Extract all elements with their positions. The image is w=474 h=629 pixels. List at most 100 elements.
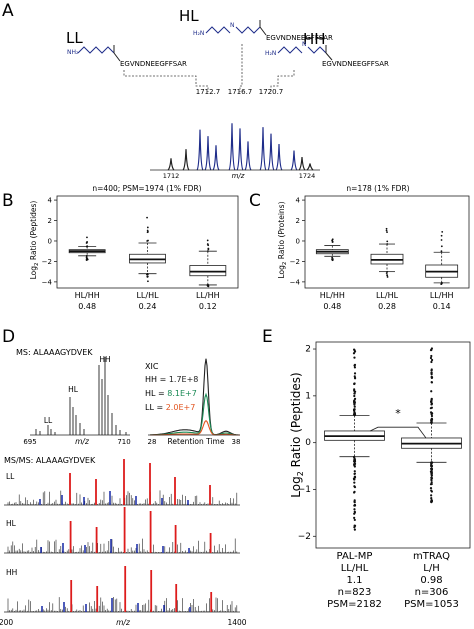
box <box>189 265 227 277</box>
panel-a-letter: A <box>2 1 14 21</box>
structure-hh-peptide: EGVNDNEEGFFSAR <box>322 60 389 68</box>
structure-hh-n: N <box>302 41 307 48</box>
outlier-point <box>386 274 389 277</box>
y-tick-label: 0 <box>305 438 311 448</box>
ms1-spectrum <box>167 123 314 171</box>
ms1-xlabel: m/z <box>232 172 245 180</box>
outlier-point <box>147 280 149 283</box>
outlier-point <box>430 479 433 482</box>
xic-tick-28: 28 <box>148 438 157 446</box>
y-tick-label: −2 <box>290 258 300 266</box>
category-label: PAL-MP <box>337 551 373 562</box>
outlier-point <box>429 487 433 490</box>
msms-xlabel: m/z <box>116 618 131 627</box>
outlier-point <box>430 376 434 379</box>
outlier-point <box>386 231 388 234</box>
outlier-point <box>429 356 433 360</box>
outlier-point <box>147 239 149 242</box>
structure-ll-peptide: EGVNDNEEGFFSAR <box>120 60 187 68</box>
outlier-point <box>430 360 433 364</box>
y-tick-label: 0 <box>48 237 52 245</box>
isotope-peak <box>306 163 314 171</box>
outlier-point <box>353 475 357 478</box>
msms-tick-200: 200 <box>0 618 13 627</box>
msms-row-ll: LL <box>6 472 15 481</box>
outlier-point <box>430 482 433 486</box>
outlier-point <box>353 392 356 395</box>
outlier-point <box>440 234 443 237</box>
outlier-point <box>353 472 356 475</box>
ms-peak-ll: LL <box>44 416 53 425</box>
outlier-point <box>430 369 433 372</box>
msms-label: MS/MS: ALAAAGYDVEK <box>4 456 96 465</box>
outlier-point <box>146 276 149 278</box>
category-sublabel: 0.24 <box>139 302 157 311</box>
outlier-point <box>430 500 433 503</box>
xic-trace <box>150 392 240 436</box>
y-tick-label: 1 <box>305 391 311 401</box>
panel-b-ylabel: Log2 Ratio (Peptides) <box>29 201 40 280</box>
category-label: mTRAQ <box>413 551 450 562</box>
structure-ll-label: LL <box>66 29 83 47</box>
panel-d-letter: D <box>2 327 15 347</box>
isotope-peak <box>267 133 275 171</box>
outlier-point <box>353 366 357 369</box>
outlier-point <box>86 245 89 248</box>
peak-connectors <box>123 44 295 92</box>
outlier-point <box>146 231 149 234</box>
outlier-point <box>430 390 433 393</box>
xic-legend: HH = 1.7E+8 HL = 8.1E+7 LL = 2.0E+7 <box>145 375 198 412</box>
category-sublabel: PSM=2182 <box>327 599 382 610</box>
panel-e: E Log2 Ratio (Peptides) −2 −1 0 1 2 PAL-MPLL/… <box>262 327 471 610</box>
outlier-point <box>430 403 433 406</box>
structure-hh-nh2: H₂N <box>265 50 276 57</box>
outlier-point <box>353 401 356 404</box>
outlier-point <box>430 371 433 375</box>
outlier-point <box>386 276 389 278</box>
outlier-point <box>353 460 357 463</box>
outlier-point <box>353 504 357 507</box>
ms1-tick-1724: 1724 <box>299 172 316 180</box>
outlier-point <box>385 272 388 275</box>
peak-label-3: 1720.7 <box>259 88 284 96</box>
outlier-point <box>146 273 148 276</box>
panel-c-title: n=178 (1% FDR) <box>346 184 409 193</box>
ms-label: MS: ALAAAGYDVEK <box>16 348 93 357</box>
outlier-point <box>85 242 88 244</box>
isotope-peak <box>204 136 212 171</box>
outlier-point <box>353 481 356 484</box>
xic-title: XIC <box>145 362 159 371</box>
outlier-point <box>353 375 356 378</box>
outlier-point <box>331 238 334 241</box>
y-tick-label: 2 <box>305 345 311 355</box>
outlier-point <box>353 399 356 402</box>
outlier-point <box>385 227 388 230</box>
category-sublabel: 0.12 <box>199 302 217 311</box>
outlier-point <box>430 397 433 400</box>
y-tick-label: −4 <box>42 278 53 286</box>
outlier-point <box>430 348 433 351</box>
outlier-point <box>353 356 356 359</box>
xic-legend-hl: HL = 8.1E+7 <box>145 389 197 398</box>
outlier-point <box>430 461 433 464</box>
category-label: LL/HL <box>136 291 159 300</box>
category-sublabel: LL/HL <box>341 563 369 574</box>
structure-hh: HH H₂N N EGVNDNEEGFFSAR <box>265 30 389 68</box>
isotope-peak <box>167 158 175 171</box>
outlier-point <box>430 474 433 477</box>
ms-peak-hh: HH <box>99 355 110 364</box>
outlier-point <box>86 236 88 239</box>
isotope-peak <box>236 128 244 171</box>
outlier-point <box>353 389 356 392</box>
category-label: LL/HL <box>376 291 399 300</box>
category-sublabel: 0.48 <box>323 302 341 311</box>
category-sublabel: 0.48 <box>78 302 96 311</box>
outlier-point <box>430 413 433 416</box>
category-label: HL/HH <box>75 291 100 300</box>
isotope-peak <box>182 149 190 171</box>
panel-c-ylabel: Log2 Ratio (Proteins) <box>277 201 288 278</box>
plot-frame <box>304 195 470 289</box>
outlier-point <box>430 354 433 358</box>
outlier-point <box>353 464 356 467</box>
